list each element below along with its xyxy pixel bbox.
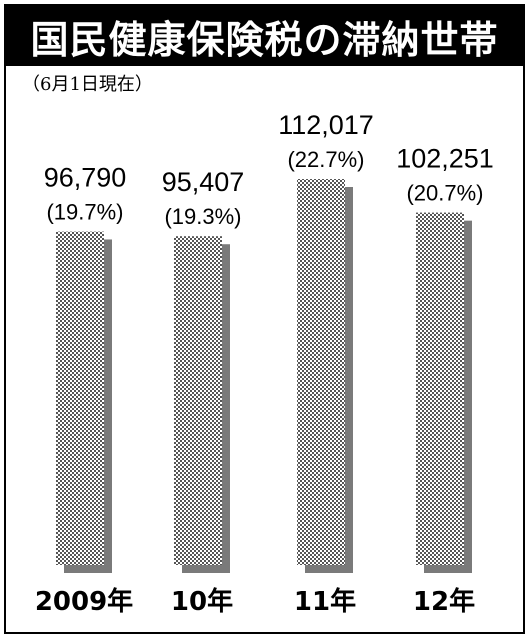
bar bbox=[174, 236, 222, 565]
bar-percent-label: (19.3%) bbox=[164, 204, 241, 229]
bar-value-label: 95,407 bbox=[162, 167, 245, 197]
category-label: 12年 bbox=[413, 586, 475, 617]
bar-percent-label: (22.7%) bbox=[287, 147, 364, 172]
category-label: 2009年 bbox=[35, 586, 133, 617]
category-label: 11年 bbox=[294, 586, 356, 617]
bars-layer: 96,790 (19.7%) 2009年 95,407 (19.3%) 10年 112,01… bbox=[35, 110, 494, 617]
bar-group-3: 102,251 (20.7%) 12年 bbox=[396, 144, 494, 617]
bar-value-label: 102,251 bbox=[396, 144, 494, 174]
bar bbox=[56, 231, 104, 565]
bar bbox=[416, 212, 464, 565]
bar-group-1: 95,407 (19.3%) 10年 bbox=[162, 167, 245, 617]
chart-subtitle: （6月1日現在） bbox=[22, 74, 153, 95]
bar bbox=[297, 179, 345, 565]
bar-group-0: 96,790 (19.7%) 2009年 bbox=[35, 162, 133, 617]
chart-title: 国民健康保険税の滞納世帯 bbox=[6, 6, 523, 66]
category-label: 10年 bbox=[171, 586, 233, 617]
bar-group-2: 112,017 (22.7%) 11年 bbox=[278, 110, 374, 617]
bar-percent-label: (20.7%) bbox=[406, 181, 483, 206]
bar-percent-label: (19.7%) bbox=[46, 199, 123, 224]
bar-value-label: 96,790 bbox=[44, 162, 127, 192]
bar-value-label: 112,017 bbox=[278, 110, 374, 140]
